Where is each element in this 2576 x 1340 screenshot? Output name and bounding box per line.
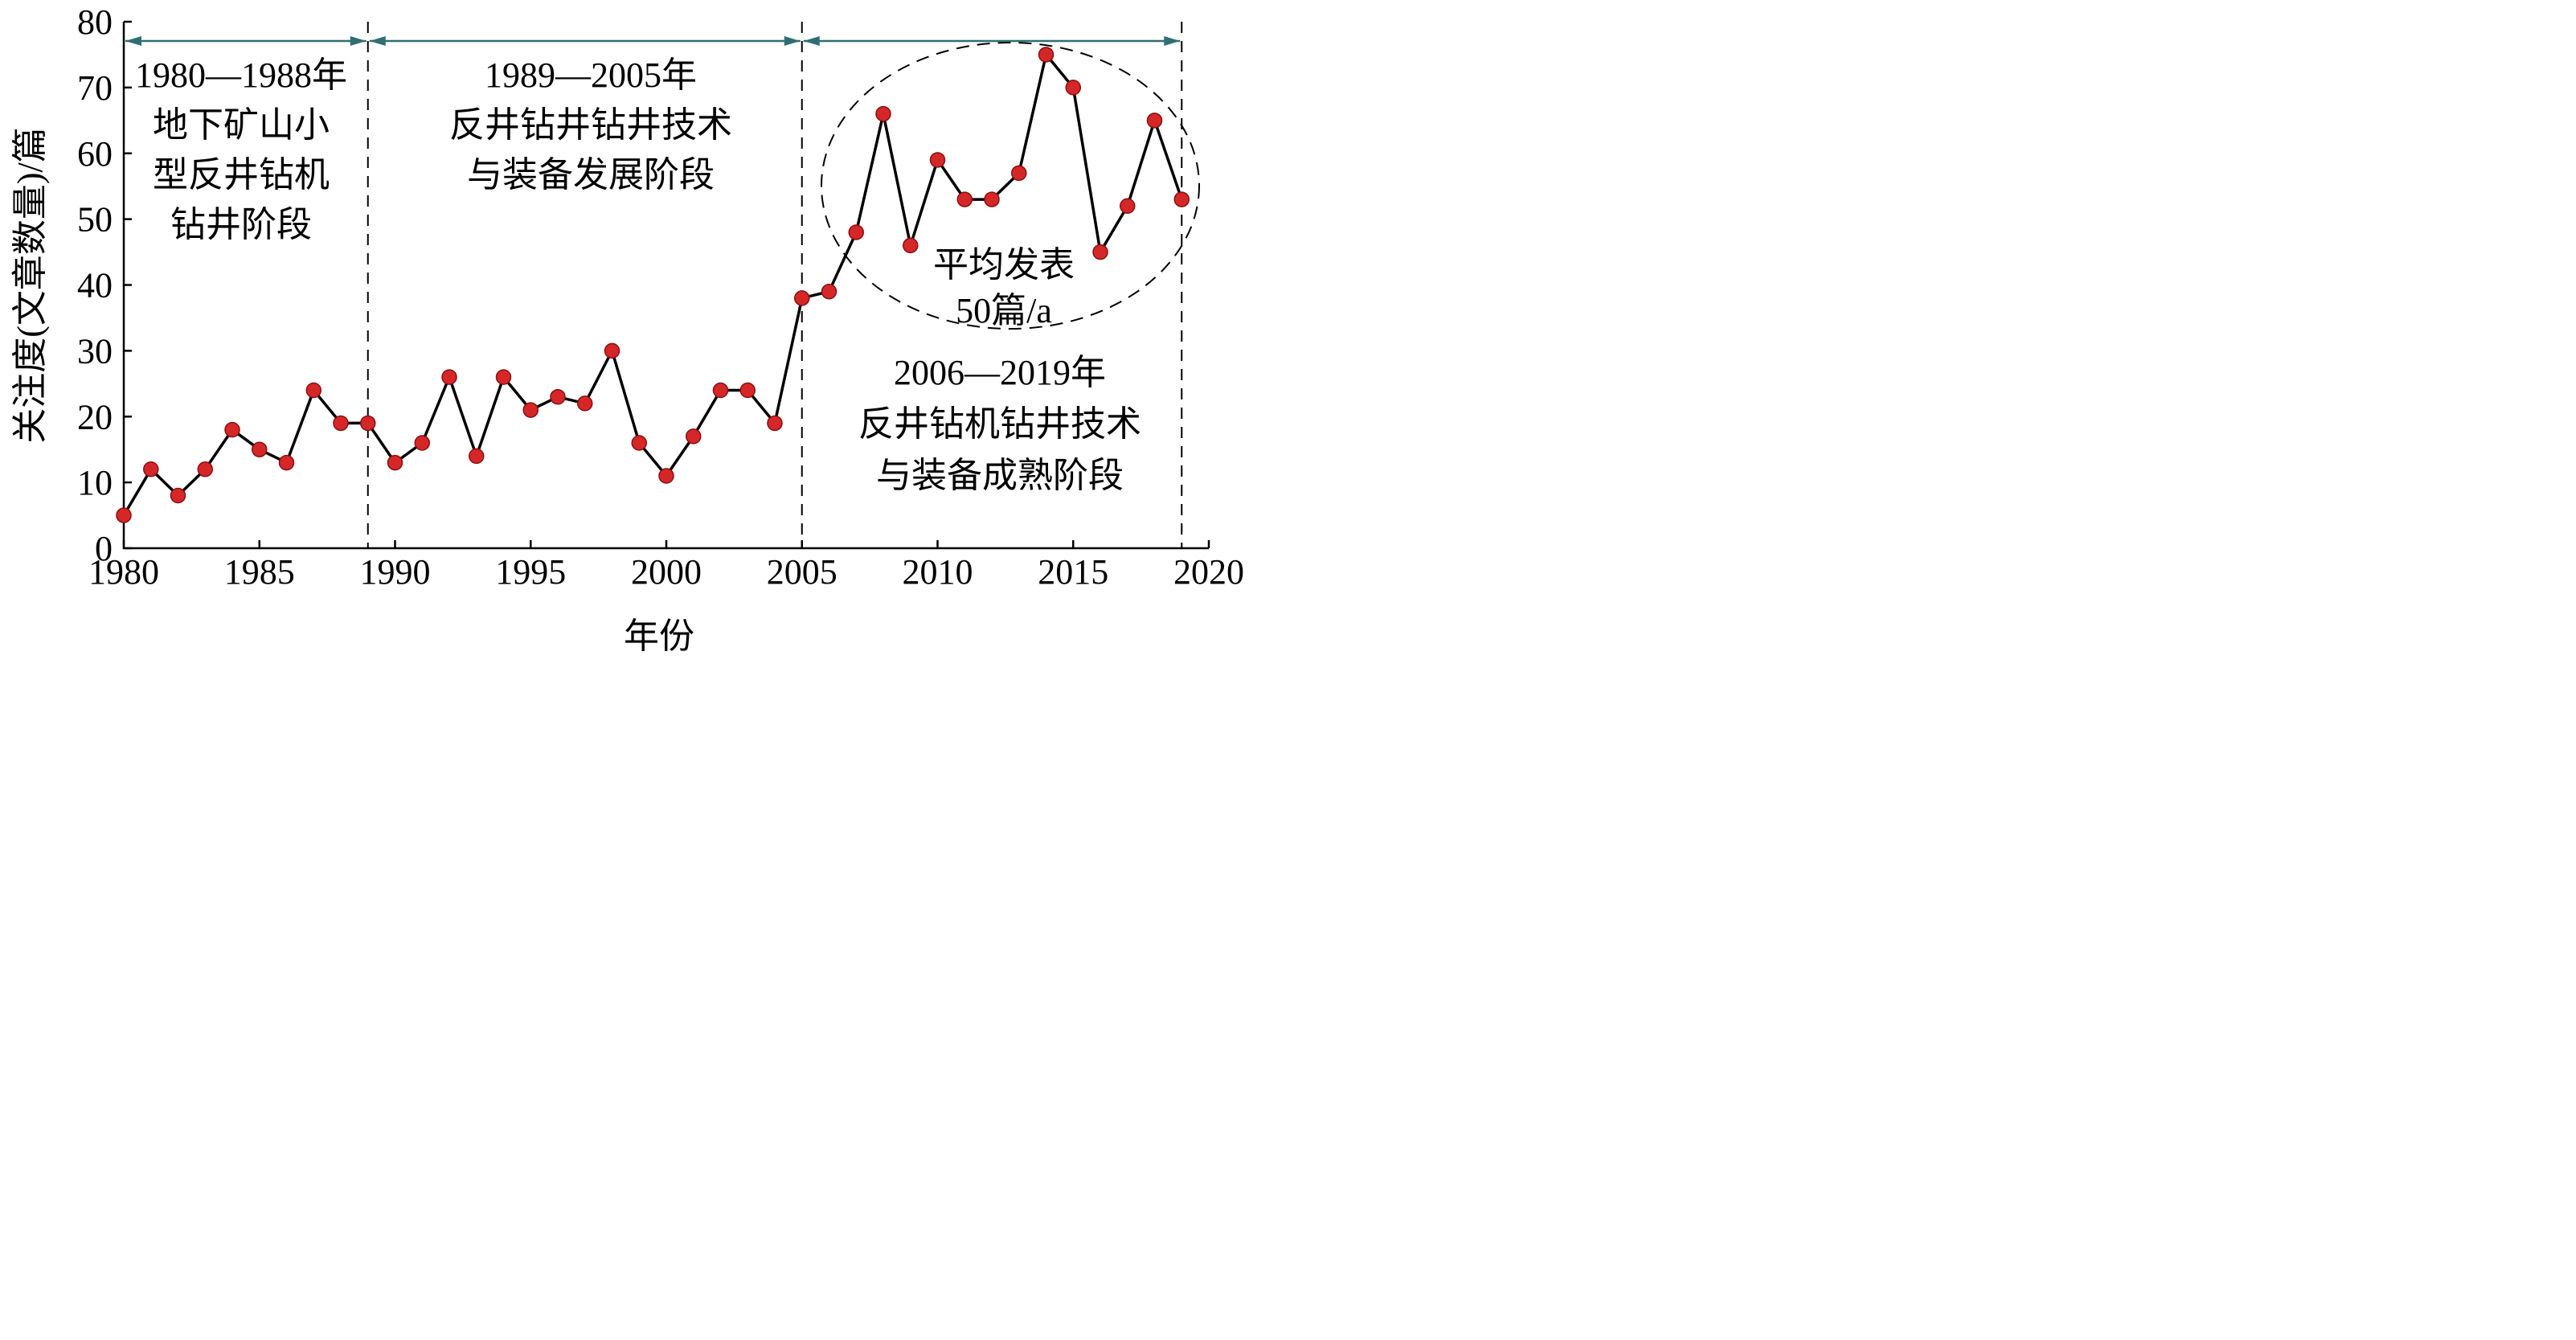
phase-label-line: 地下矿山小 [153,105,330,145]
axis-ticks: 1980 1985 1990 1995 2000 2005 2010 2015 2020 0 10 2… [77,2,1244,592]
data-point [631,435,647,451]
x-tick-label: 1990 [360,552,431,592]
x-tick-label: 2010 [903,552,973,592]
y-tick-label: 20 [77,397,113,436]
line-chart: 1980 1985 1990 1995 2000 2005 2010 2015 2020 0 10 2… [10,2,1244,656]
data-point [577,395,593,412]
data-point [875,105,891,122]
data-point [116,507,132,523]
series-group [122,53,1183,516]
data-point [1146,113,1163,129]
data-point [929,152,946,168]
data-point [414,435,430,451]
data-point [197,461,213,477]
data-point [387,454,403,471]
phase-label-line: 反井钻机钻井技术 [858,404,1141,444]
data-point [1065,80,1081,96]
data-point [495,369,512,385]
data-point [1092,244,1108,260]
phase-label-line: 2006—2019年 [894,353,1106,392]
x-axis-title: 年份 [624,617,694,656]
x-tick-label: 2020 [1173,552,1244,592]
y-tick-label: 60 [77,134,113,174]
phase-label-line: 与装备成熟阶段 [876,456,1124,495]
data-point [1011,165,1027,182]
data-point [143,461,159,477]
data-point [522,402,539,418]
x-tick-label: 1985 [224,552,295,592]
data-point [1120,198,1136,214]
data-point [903,237,919,254]
span-arrowhead-right [784,36,801,46]
data-point [469,448,485,465]
chart-container: 1980 1985 1990 1995 2000 2005 2010 2015 2020 0 10 2… [0,0,1259,656]
phase-label-line: 与装备发展阶段 [467,155,715,195]
data-point [686,428,702,445]
data-point [224,421,240,438]
data-point [1173,191,1190,207]
data-point [305,382,321,399]
data-point [333,415,349,432]
y-tick-label: 40 [77,266,113,305]
y-tick-label: 50 [77,200,113,240]
y-tick-label: 10 [77,463,113,502]
y-tick-label: 70 [77,68,113,108]
phase-label-line: 1989—2005年 [485,55,697,95]
span-arrowhead-right [350,36,367,46]
data-point [441,369,457,385]
data-point [360,415,376,432]
x-tick-label: 2000 [631,552,702,592]
data-point [550,388,566,405]
data-point [984,191,1000,207]
y-tick-label: 0 [95,529,113,568]
phase-label-line: 型反井钻机 [153,155,330,195]
x-tick-label: 1980 [88,552,159,592]
data-point [604,342,620,359]
phase-label-line: 反井钻井钻井技术 [449,105,732,145]
annotation-line: 平均发表 [933,245,1075,285]
annotation-line: 50篇/a [956,291,1052,330]
phase-label-line: 1980—1988年 [135,55,347,95]
x-tick-label: 2005 [767,552,838,592]
data-point [1038,47,1055,63]
data-point [170,487,186,504]
data-point [252,441,268,457]
data-point [712,382,729,399]
series-line [122,53,1183,516]
data-point [821,283,838,300]
y-tick-label: 80 [77,2,113,42]
data-point [739,382,756,399]
data-point [956,191,973,207]
span-arrowhead-right [1164,36,1181,46]
span-arrowhead-left [803,36,820,46]
data-points [116,47,1190,523]
data-point [278,454,295,471]
average-annotation: 平均发表 50篇/a [933,245,1075,330]
phase-span-arrows [125,36,1181,46]
span-arrowhead-left [125,36,141,46]
phase-label-line: 钻井阶段 [170,205,312,244]
data-point [767,415,783,432]
highlight-ellipse [821,42,1200,330]
x-tick-label: 2015 [1038,552,1108,592]
span-arrowhead-left [369,36,386,46]
y-axis-title: 关注度(文章数量)/篇 [10,127,50,444]
y-tick-label: 30 [77,331,113,371]
data-point [848,224,864,240]
data-point [658,468,674,484]
data-point [794,290,810,306]
x-tick-label: 1995 [495,552,566,592]
phase-dividers [367,22,1183,548]
